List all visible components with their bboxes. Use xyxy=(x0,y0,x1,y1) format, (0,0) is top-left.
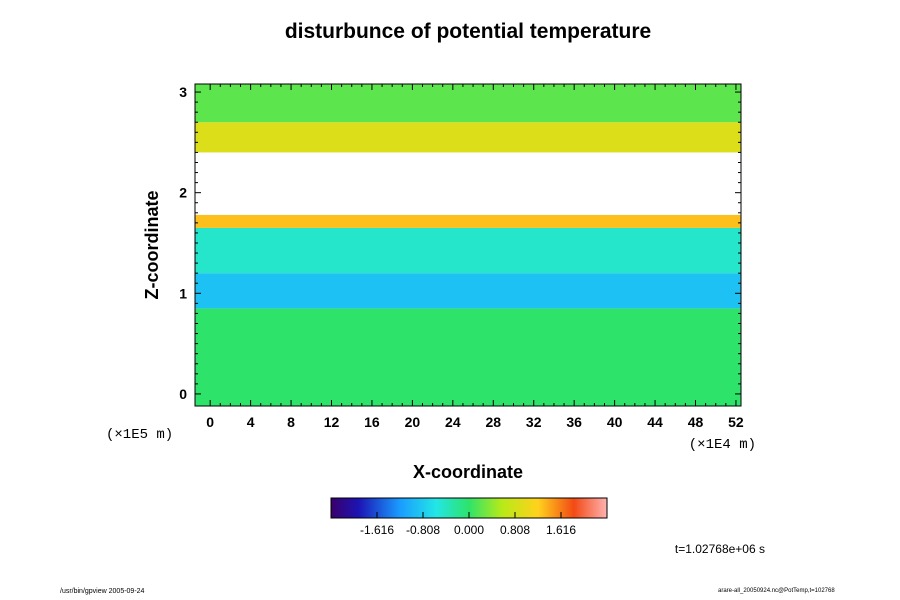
heatmap-band-4 xyxy=(195,152,741,215)
heatmap-band-2 xyxy=(195,227,741,274)
x-tick-label: 12 xyxy=(324,414,340,430)
colorbar-ticks: -1.616 -0.808 0.000 0.808 1.616 xyxy=(360,512,576,537)
y-axis-label: Z-coordinate xyxy=(142,190,162,299)
colorbar-tick-label: 1.616 xyxy=(546,523,576,537)
heatmap-band-0 xyxy=(195,308,741,406)
x-axis-label: X-coordinate xyxy=(413,462,523,482)
x-tick-label: 40 xyxy=(607,414,623,430)
x-tick-label: 52 xyxy=(728,414,744,430)
x-tick-label: 48 xyxy=(688,414,704,430)
y-tick-label: 0 xyxy=(179,386,187,402)
y-axis-unit: (×1E5 m) xyxy=(106,427,173,443)
colorbar-tick-label: -1.616 xyxy=(360,523,394,537)
y-axis-ticks: 0 1 2 3 xyxy=(179,84,741,402)
colorbar-tick-label: 0.808 xyxy=(500,523,530,537)
x-axis-ticks: 0 4 8 12 16 20 24 28 32 36 40 44 48 52 xyxy=(206,84,744,430)
x-tick-label: 36 xyxy=(566,414,582,430)
heatmap-band-1 xyxy=(195,273,741,309)
chart-title: disturbunce of potential temperature xyxy=(285,20,651,43)
x-tick-label: 28 xyxy=(485,414,501,430)
x-tick-label: 0 xyxy=(206,414,214,430)
plot-frame xyxy=(194,83,742,407)
heatmap-band-3 xyxy=(195,214,741,228)
y-tick-label: 2 xyxy=(179,185,187,201)
heatmap-band-6 xyxy=(195,84,741,123)
heatmap-band-5 xyxy=(195,122,741,153)
footer-command: /usr/bin/gpview 2005-09-24 xyxy=(60,588,145,595)
footer-source: arare-all_20050924.nc@PotTemp,t=102768 xyxy=(718,588,835,594)
y-tick-label: 1 xyxy=(179,285,187,301)
heatmap-field xyxy=(195,84,741,406)
x-tick-label: 44 xyxy=(647,414,663,430)
x-tick-label: 24 xyxy=(445,414,461,430)
x-tick-label: 16 xyxy=(364,414,380,430)
colorbar-tick-label: 0.000 xyxy=(454,523,484,537)
x-axis-unit: (×1E4 m) xyxy=(689,437,756,453)
x-tick-label: 32 xyxy=(526,414,542,430)
time-annotation: t=1.02768e+06 s xyxy=(675,542,765,556)
x-tick-label: 4 xyxy=(247,414,255,430)
y-tick-label: 3 xyxy=(179,84,187,100)
x-tick-label: 8 xyxy=(287,414,295,430)
colorbar-tick-label: -0.808 xyxy=(406,523,440,537)
x-tick-label: 20 xyxy=(405,414,421,430)
